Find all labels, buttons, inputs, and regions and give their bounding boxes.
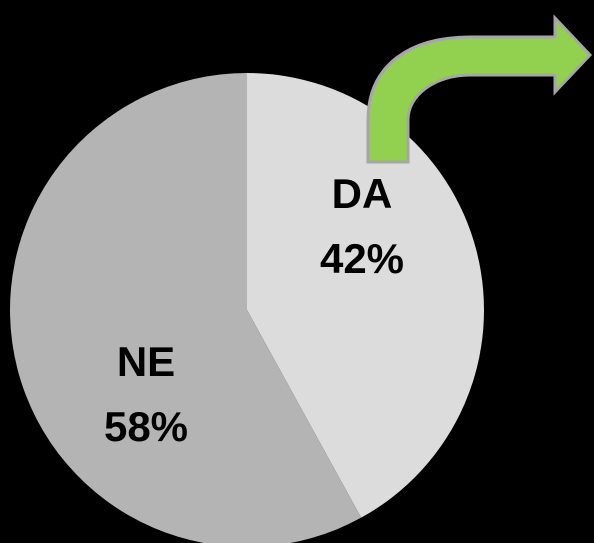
value-label: 42% (320, 235, 404, 282)
category-label: DA (332, 170, 393, 217)
pie-slice (10, 73, 362, 543)
pie-slice (247, 73, 484, 518)
arrow (366, 14, 593, 164)
category-label: NE (117, 338, 175, 385)
pie (10, 73, 484, 543)
value-label: 58% (104, 403, 188, 450)
